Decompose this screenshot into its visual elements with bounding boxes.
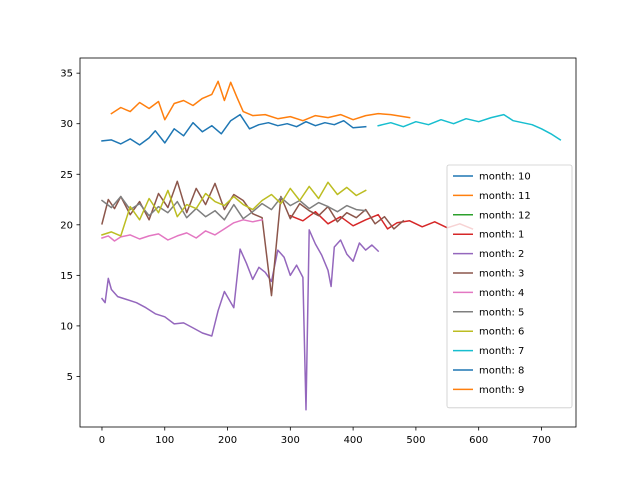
legend-label-3: month: 1: [479, 230, 524, 241]
x-tick-label-0: 0: [99, 435, 105, 446]
y-tick-label-6: 35: [60, 69, 73, 80]
series-line-4: [100, 229, 380, 411]
series-line-0: [101, 113, 367, 146]
series-line-1: [110, 80, 411, 122]
x-axis: 0 100 200 300 400 500 600 700: [99, 427, 551, 446]
legend: month: 10 month: 11 month: 12 month: 1 month…: [446, 164, 573, 409]
y-tick-label-0: 5: [67, 372, 73, 383]
legend-label-9: month: 7: [479, 346, 524, 357]
y-axis: 5 10 15 20 25 30 35: [60, 69, 80, 383]
y-tick-label-3: 20: [60, 220, 73, 231]
series-line-7: [100, 195, 367, 221]
y-tick-label-5: 30: [60, 119, 73, 130]
legend-label-0: month: 10: [479, 172, 531, 183]
legend-label-11: month: 9: [479, 385, 524, 396]
x-tick-label-7: 700: [532, 435, 551, 446]
legend-box: [446, 164, 573, 409]
series-layer: [100, 80, 562, 411]
legend-label-2: month: 12: [479, 210, 531, 221]
series-line-3: [289, 210, 474, 230]
legend-label-10: month: 8: [479, 366, 524, 377]
series-line-8: [101, 181, 367, 237]
legend-label-1: month: 11: [479, 191, 531, 202]
y-tick-label-1: 10: [60, 321, 73, 332]
legend-label-6: month: 4: [479, 288, 524, 299]
x-tick-label-6: 600: [469, 435, 488, 446]
plot-frame: [79, 57, 577, 428]
series-line-9: [377, 113, 562, 141]
x-tick-label-3: 300: [281, 435, 300, 446]
series-line-6: [101, 218, 263, 242]
legend-label-5: month: 3: [479, 269, 524, 280]
x-tick-label-1: 100: [155, 435, 174, 446]
y-tick-label-4: 25: [60, 170, 73, 181]
legend-label-4: month: 2: [479, 249, 524, 260]
legend-label-8: month: 6: [479, 327, 524, 338]
y-tick-label-2: 15: [60, 271, 73, 282]
x-tick-label-5: 500: [406, 435, 425, 446]
x-tick-label-4: 400: [344, 435, 363, 446]
legend-label-7: month: 5: [479, 307, 524, 318]
x-tick-label-2: 200: [218, 435, 237, 446]
